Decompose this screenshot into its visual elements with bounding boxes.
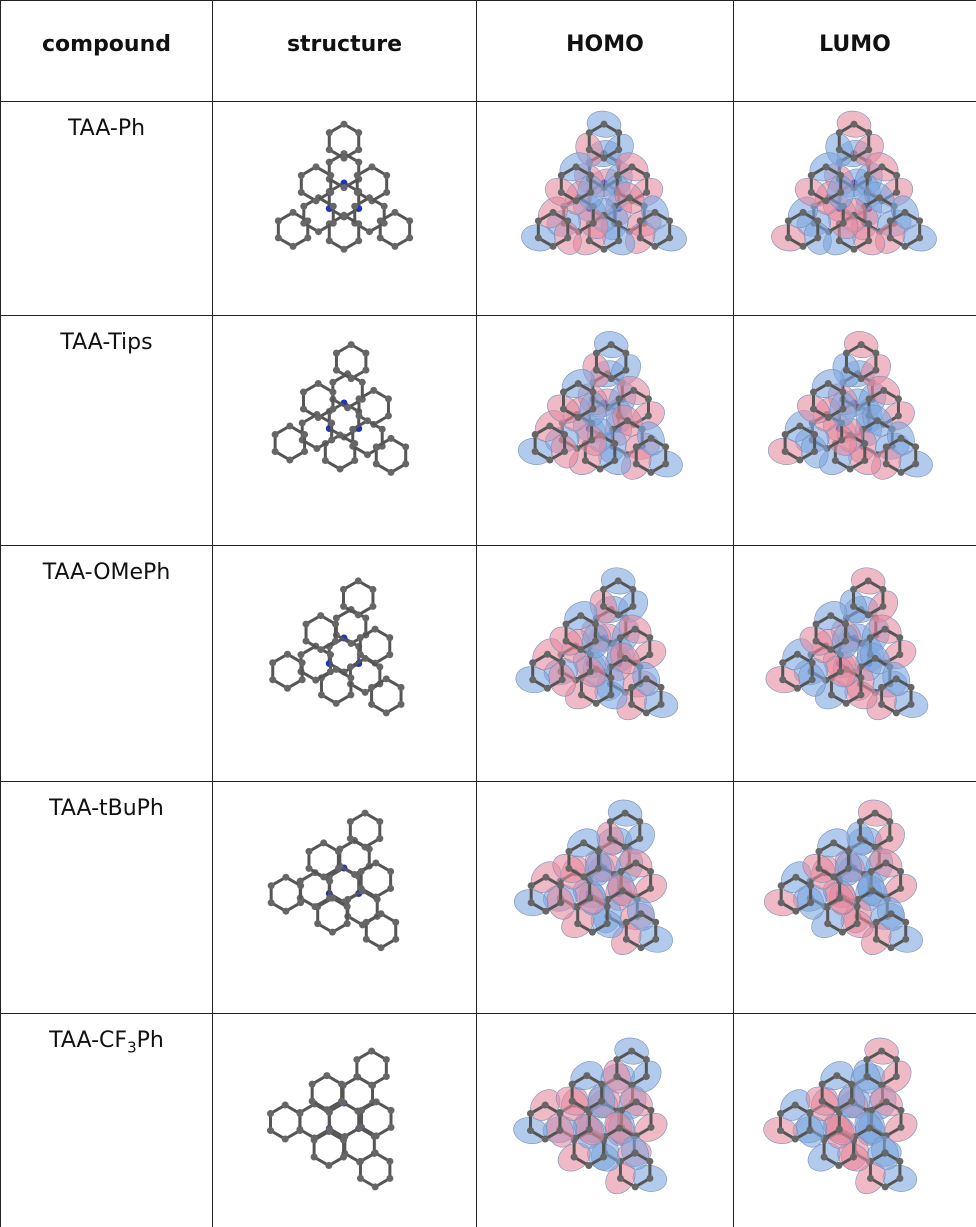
row: TAA-CF3Ph [0, 1013, 976, 1227]
compound-name: TAA-tBuPh [0, 781, 213, 1014]
header-cell: HOMO [476, 0, 734, 102]
name-subscript: 3 [127, 1038, 137, 1057]
compound-name: TAA-Tips [0, 315, 213, 546]
compound-name: TAA-OMePh [0, 545, 213, 782]
row: TAA-Tips [0, 315, 976, 546]
name-part: Ph [136, 1028, 164, 1053]
header-cell: structure [212, 0, 477, 102]
row: TAA-tBuPh [0, 781, 976, 1014]
header-cell: compound [0, 0, 213, 102]
compound-name: TAA-Ph [0, 101, 213, 316]
header-cell: LUMO [733, 0, 976, 102]
name-part: TAA-CF [49, 1028, 128, 1053]
compound-name: TAA-CF3Ph [0, 1013, 213, 1227]
row: TAA-OMePh [0, 545, 976, 782]
header-row: compound structure HOMO LUMO [0, 0, 976, 102]
row: TAA-Ph [0, 101, 976, 316]
